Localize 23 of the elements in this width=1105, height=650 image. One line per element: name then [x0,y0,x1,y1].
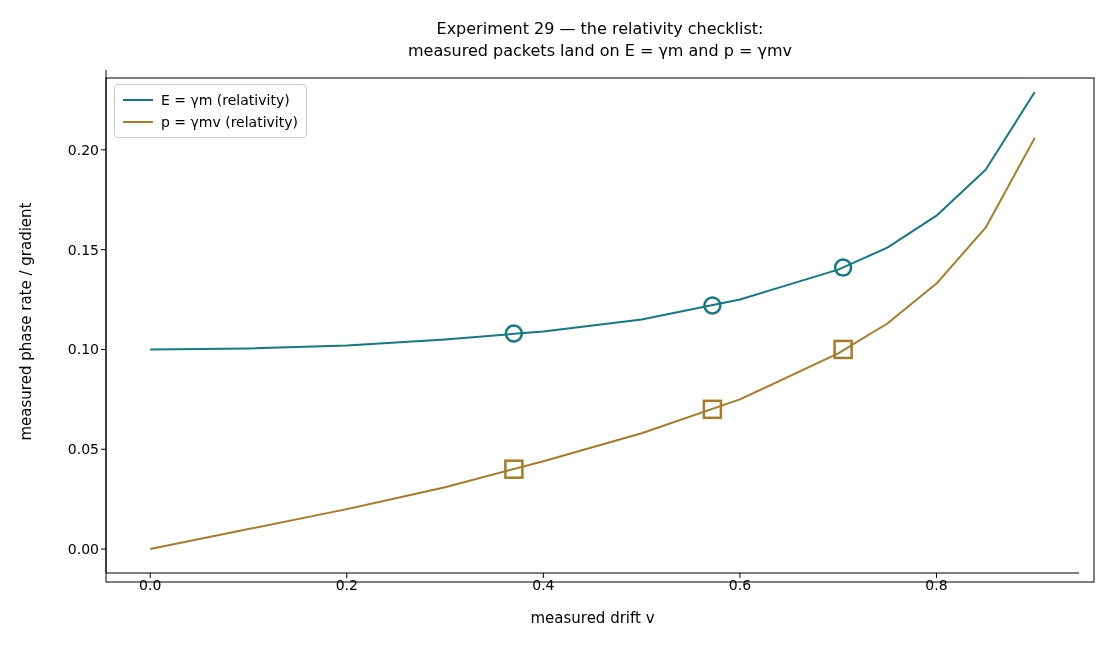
y-tick-label: 0.05 [67,441,99,458]
x-tick-label: 0.0 [139,576,162,593]
y-tick-label: 0.20 [67,141,99,158]
point [702,399,723,420]
chart-title: Experiment 29 — the relativity checklist: measured packets land on E = γm and p = γmv [407,18,793,62]
y-axis-title: measured phase rate / gradient [17,202,36,441]
y-tick-label: 0.10 [67,341,99,358]
point [833,339,853,360]
line-series [149,136,1036,551]
x-axis-title: measured drift v [530,609,655,627]
line-series [149,90,1036,351]
x-tick-label: 0.4 [532,576,555,593]
x-tick-label: 0.8 [925,576,948,593]
legend-label: p = γmv (relativity) [161,114,298,130]
y-tick-label: 0.00 [67,541,99,558]
point [833,258,853,277]
point [703,296,722,315]
point [504,324,524,343]
x-tick-label: 0.6 [728,576,752,593]
point [504,459,524,479]
legend-label: E = γm (relativity) [161,92,290,108]
x-tick-label: 0.2 [335,576,358,593]
y-tick-label: 0.15 [67,241,99,258]
